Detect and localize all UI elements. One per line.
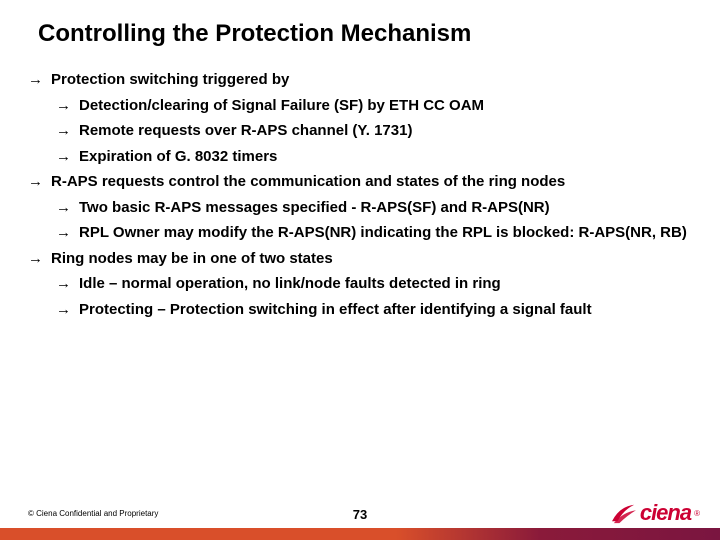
arrow-icon: → [56, 223, 71, 243]
footer-bar [0, 528, 720, 540]
bullet-text: RPL Owner may modify the R-APS(NR) indic… [79, 223, 687, 243]
bullet-text: Expiration of G. 8032 timers [79, 147, 277, 167]
bullet-1-1: → Detection/clearing of Signal Failure (… [56, 96, 692, 116]
bullet-text: Remote requests over R-APS channel (Y. 1… [79, 121, 412, 141]
bullet-2: → R-APS requests control the communicati… [28, 172, 692, 192]
arrow-icon: → [56, 147, 71, 167]
arrow-icon: → [28, 172, 43, 192]
bullet-text: Ring nodes may be in one of two states [51, 249, 333, 269]
bullet-text: Protecting – Protection switching in eff… [79, 300, 592, 320]
bullet-text: Idle – normal operation, no link/node fa… [79, 274, 501, 294]
bullet-3-2: → Protecting – Protection switching in e… [56, 300, 692, 320]
arrow-icon: → [56, 121, 71, 141]
bullet-text: Detection/clearing of Signal Failure (SF… [79, 96, 484, 116]
copyright-text: © Ciena Confidential and Proprietary [28, 509, 158, 518]
slide: Controlling the Protection Mechanism → P… [0, 0, 720, 540]
bullet-2-2: → RPL Owner may modify the R-APS(NR) ind… [56, 223, 692, 243]
arrow-icon: → [56, 300, 71, 320]
slide-title: Controlling the Protection Mechanism [38, 20, 692, 48]
logo-swoosh-icon [610, 501, 638, 525]
arrow-icon: → [56, 274, 71, 294]
arrow-icon: → [56, 96, 71, 116]
bullet-2-1: → Two basic R-APS messages specified - R… [56, 198, 692, 218]
bullet-1-2: → Remote requests over R-APS channel (Y.… [56, 121, 692, 141]
footer: © Ciena Confidential and Proprietary 73 … [0, 498, 720, 540]
arrow-icon: → [56, 198, 71, 218]
ciena-logo: ciena ® [610, 500, 700, 526]
bullet-3-1: → Idle – normal operation, no link/node … [56, 274, 692, 294]
bullet-3: → Ring nodes may be in one of two states [28, 249, 692, 269]
arrow-icon: → [28, 70, 43, 90]
bullet-text: Protection switching triggered by [51, 70, 289, 90]
arrow-icon: → [28, 249, 43, 269]
bullet-1: → Protection switching triggered by [28, 70, 692, 90]
bullet-text: R-APS requests control the communication… [51, 172, 565, 192]
bullet-1-3: → Expiration of G. 8032 timers [56, 147, 692, 167]
bullet-text: Two basic R-APS messages specified - R-A… [79, 198, 550, 218]
logo-text: ciena [640, 500, 691, 526]
bullet-list: → Protection switching triggered by → De… [28, 70, 692, 319]
page-number: 73 [353, 507, 367, 522]
logo-registered: ® [694, 509, 700, 518]
